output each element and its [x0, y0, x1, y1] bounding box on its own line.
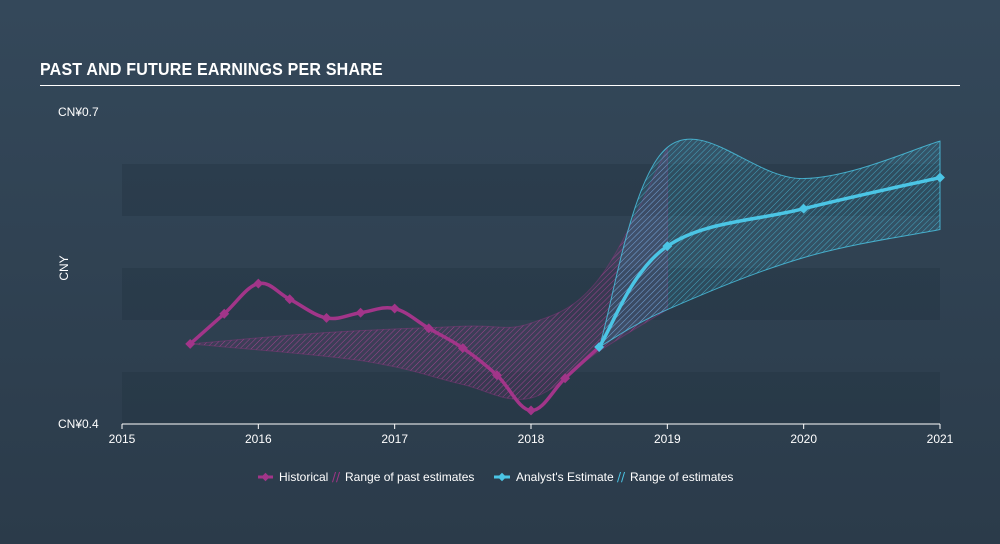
historical-point[interactable]: [321, 312, 332, 323]
legend-label-range-past: Range of past estimates: [345, 470, 474, 484]
legend: Historical // Range of past estimates An…: [258, 470, 733, 484]
legend-label-historical: Historical: [279, 470, 328, 484]
chart-title: PAST AND FUTURE EARNINGS PER SHARE: [40, 61, 383, 80]
y-tick-label: CN¥0.4: [58, 417, 99, 431]
analyst-estimate-point[interactable]: [935, 172, 945, 183]
legend-hatch-future-icon: //: [617, 470, 626, 484]
historical-point[interactable]: [560, 373, 571, 384]
legend-hatch-past-icon: //: [332, 470, 341, 484]
y-tick-label: CN¥0.7: [58, 105, 99, 119]
legend-label-range-future: Range of estimates: [630, 470, 733, 484]
historical-point[interactable]: [219, 308, 230, 319]
y-axis-label: CNY: [57, 255, 71, 280]
x-tick-label: 2019: [654, 432, 681, 446]
x-tick-label: 2017: [381, 432, 408, 446]
x-tick-label: 2016: [245, 432, 272, 446]
legend-item-range-past[interactable]: // Range of past estimates: [332, 470, 474, 484]
historical-point[interactable]: [457, 343, 468, 354]
legend-analyst-marker: [497, 472, 507, 482]
title-divider: [40, 85, 960, 86]
legend-item-historical[interactable]: Historical: [258, 470, 328, 484]
historical-point[interactable]: [423, 323, 434, 334]
analyst-estimate-point[interactable]: [662, 241, 673, 252]
analyst-estimate-line: [597, 175, 942, 349]
historical-point[interactable]: [526, 405, 536, 416]
x-tick-label: 2015: [109, 432, 136, 446]
analyst-estimate-point[interactable]: [594, 342, 605, 352]
legend-item-analyst-estimate[interactable]: Analyst's Estimate: [494, 470, 614, 484]
historical-point[interactable]: [253, 278, 264, 289]
grid-band: [122, 268, 940, 320]
historical-point[interactable]: [389, 303, 400, 314]
legend-label-analyst-estimate: Analyst's Estimate: [516, 470, 614, 484]
legend-item-range-future[interactable]: // Range of estimates: [617, 470, 733, 484]
historical-point[interactable]: [185, 338, 196, 349]
historical-point[interactable]: [355, 307, 366, 318]
legend-historical-marker: [261, 472, 270, 482]
x-tick-label: 2018: [518, 432, 545, 446]
historical-point[interactable]: [491, 370, 502, 381]
x-tick-label: 2020: [790, 432, 817, 446]
analyst-estimate-point[interactable]: [798, 203, 809, 214]
x-tick-label: 2021: [927, 432, 954, 446]
historical-point[interactable]: [284, 294, 295, 305]
range-of-estimates-area: [598, 138, 941, 349]
